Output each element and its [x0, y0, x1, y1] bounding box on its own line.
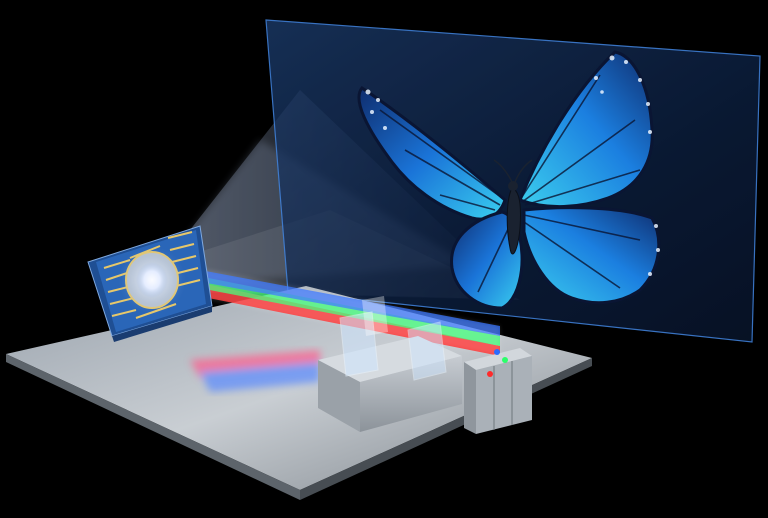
- butterfly-hologram: [357, 50, 661, 310]
- beam-reflection: [190, 350, 320, 392]
- output-blocks: [464, 348, 532, 434]
- chip-device: [87, 225, 213, 342]
- optical-block: [318, 296, 462, 432]
